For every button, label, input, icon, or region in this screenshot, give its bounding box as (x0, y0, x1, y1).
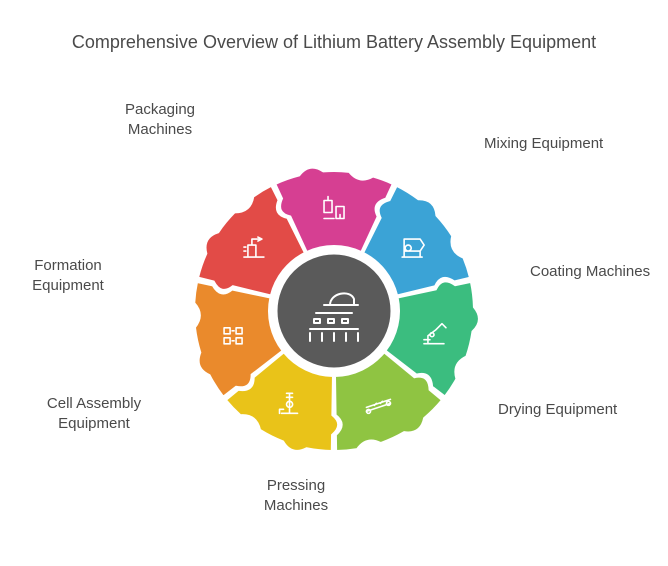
page-title: Comprehensive Overview of Lithium Batter… (0, 32, 668, 53)
segment-label-2: Drying Equipment (498, 400, 617, 420)
segment-label-4: Cell Assembly Equipment (24, 394, 164, 433)
center-circle (276, 253, 392, 369)
segment-label-6: Packaging Machines (90, 100, 230, 139)
segment-label-1: Coating Machines (530, 262, 650, 282)
segment-label-0: Mixing Equipment (484, 134, 603, 154)
segment-label-3: Pressing Machines (226, 476, 366, 515)
puzzle-wheel (164, 141, 504, 481)
segment-label-5: Formation Equipment (0, 256, 138, 295)
